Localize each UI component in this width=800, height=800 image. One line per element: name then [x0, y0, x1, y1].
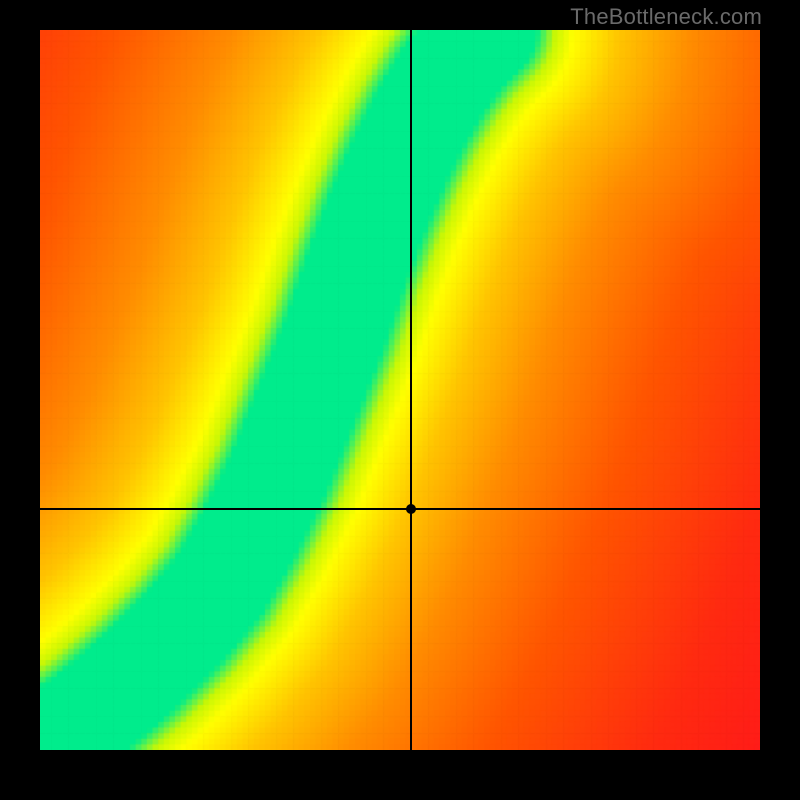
crosshair-horizontal — [40, 508, 760, 510]
chart-frame: TheBottleneck.com — [0, 0, 800, 800]
watermark-text: TheBottleneck.com — [570, 4, 762, 30]
crosshair-vertical — [410, 30, 412, 750]
heatmap-canvas — [40, 30, 760, 750]
crosshair-dot — [406, 504, 416, 514]
